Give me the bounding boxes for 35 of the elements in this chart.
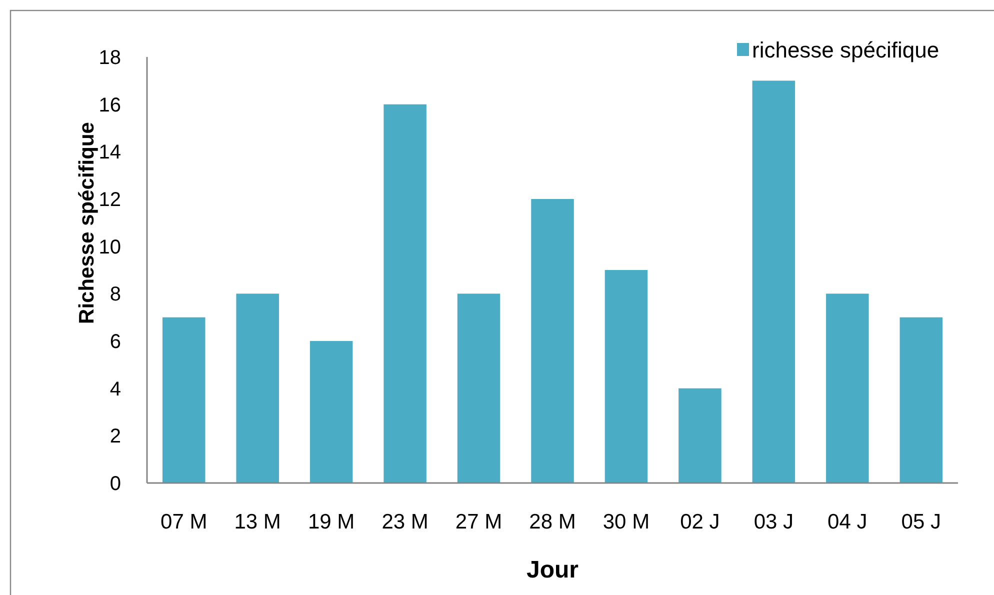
x-tick-label: 30 M	[602, 510, 650, 534]
x-tick-label: 19 M	[308, 510, 355, 534]
legend-label: richesse spécifique	[752, 38, 940, 63]
x-axis-title: Jour	[526, 556, 579, 584]
x-tick-label: 02 J	[680, 510, 720, 534]
x-tick-label: 28 M	[529, 510, 576, 534]
bar	[236, 294, 279, 483]
bar	[826, 294, 869, 483]
bar	[900, 317, 943, 483]
y-axis-title: Richesse spécifique	[75, 122, 98, 324]
x-tick-label: 13 M	[234, 510, 281, 534]
bar	[162, 317, 206, 483]
x-tick-label: 03 J	[754, 510, 794, 534]
y-tick-label: 10	[98, 236, 121, 258]
y-tick-label: 6	[110, 331, 121, 353]
bar	[457, 294, 500, 483]
y-tick-label: 0	[110, 473, 121, 495]
y-tick-label: 14	[98, 142, 121, 164]
x-tick-label: 07 M	[160, 510, 208, 534]
bar	[384, 104, 426, 483]
bar	[310, 341, 353, 483]
y-tick-label: 4	[110, 378, 121, 400]
y-tick-label: 8	[110, 284, 121, 306]
x-tick-label: 04 J	[828, 510, 868, 534]
y-tick-label: 12	[98, 189, 121, 211]
y-tick-label: 2	[110, 426, 121, 448]
bar	[604, 270, 648, 483]
x-tick-label: 27 M	[455, 510, 502, 534]
bar	[678, 388, 722, 483]
y-tick-label: 16	[98, 94, 121, 116]
x-tick-label: 05 J	[901, 510, 941, 534]
bar	[531, 199, 574, 483]
y-tick-label: 18	[98, 47, 121, 69]
x-tick-label: 23 M	[382, 510, 428, 534]
bar	[752, 80, 796, 483]
